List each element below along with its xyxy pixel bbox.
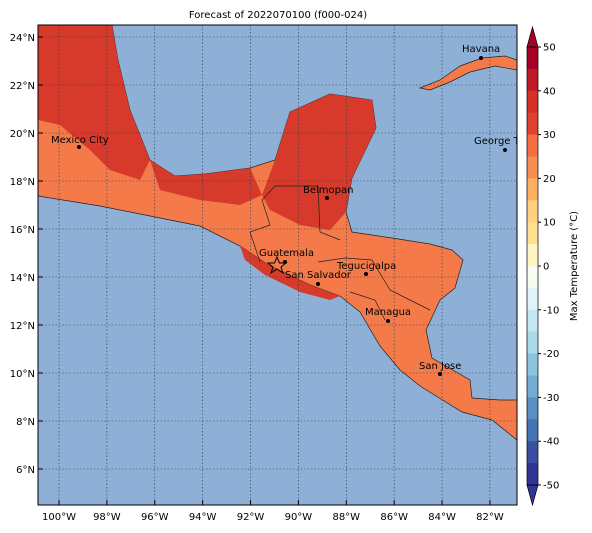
city-label: San Salvador [285, 270, 352, 281]
y-tick-label: 20°N [10, 129, 35, 140]
colorbar-tick-label: -40 [543, 437, 559, 448]
colorbar-tick-label: 10 [543, 218, 556, 229]
colorbar-band [527, 68, 538, 92]
y-tick-label: 18°N [10, 177, 35, 188]
colorbar-band [527, 244, 538, 267]
x-tick-label: 100°W [42, 512, 76, 523]
colorbar-band [527, 375, 538, 398]
colorbar-band [527, 90, 538, 114]
colorbar-tick-label: -50 [543, 481, 559, 492]
borders [249, 185, 431, 321]
colorbar-band [527, 134, 538, 157]
y-tick-label: 22°N [10, 81, 35, 92]
colorbar-tick-label: -20 [543, 349, 559, 360]
hot-region [38, 25, 150, 180]
y-tick-label: 6°N [16, 465, 35, 476]
x-tick-label: 96°W [141, 512, 169, 523]
colorbar-band [527, 47, 538, 70]
city-label: Guatemala [259, 248, 314, 259]
hot-region [240, 246, 340, 300]
x-tick-label: 92°W [237, 512, 265, 523]
city-label: Mexico City [51, 135, 109, 146]
colorbar-band [527, 222, 538, 245]
y-tick-label: 24°N [10, 33, 35, 44]
y-tick-label: 10°N [10, 369, 35, 380]
colorbar-band [527, 419, 538, 442]
colorbar-band [527, 156, 538, 179]
city-marker [438, 372, 442, 376]
x-tick-label: 84°W [428, 512, 456, 523]
hot-region [262, 94, 376, 230]
colorbar-label: Max Temperature (°C) [569, 211, 580, 321]
colorbar-band [527, 200, 538, 223]
colorbar-band [527, 331, 538, 355]
x-tick-label: 82°W [476, 512, 504, 523]
x-tick-label: 90°W [285, 512, 313, 523]
colorbar-band [527, 309, 538, 333]
y-tick-label: 12°N [10, 321, 35, 332]
city-label: San Jose [419, 361, 461, 372]
y-tick-label: 16°N [10, 225, 35, 236]
city-marker [364, 272, 368, 276]
y-tick-label: 14°N [10, 273, 35, 284]
city-label: Belmopan [303, 185, 353, 196]
y-tick-label: 8°N [16, 417, 35, 428]
capital-star [266, 255, 288, 275]
colorbar-tick-label: -30 [543, 393, 559, 404]
colorbar-band [527, 112, 538, 136]
city-marker [325, 196, 329, 200]
hot-region [150, 160, 262, 205]
x-tick-label: 98°W [93, 512, 121, 523]
x-tick-label: 94°W [189, 512, 217, 523]
colorbar-extend-top [526, 25, 539, 48]
colorbar-band [527, 178, 538, 201]
x-tick-label: 88°W [332, 512, 360, 523]
city-label: Havana [462, 44, 500, 55]
map-frame [37, 24, 518, 506]
colorbar-band [527, 287, 538, 311]
colorbar-tick-label: 50 [543, 43, 556, 54]
city-marker [316, 282, 320, 286]
city-marker [386, 319, 390, 323]
colorbar-extend-bottom [526, 484, 539, 507]
colorbar-tick-label: 40 [543, 86, 556, 97]
colorbar-tick-label: -10 [543, 305, 559, 316]
colorbar-tick-label: 20 [543, 174, 556, 185]
colorbar-band [527, 441, 538, 464]
colorbar-band [527, 463, 538, 486]
title: Forecast of 2022070100 (f000-024) [189, 10, 367, 21]
city-marker [479, 56, 483, 60]
colorbar-band [527, 397, 538, 420]
x-tick-label: 86°W [380, 512, 408, 523]
colorbar-tick-label: 0 [543, 262, 549, 273]
colorbar-band [527, 353, 538, 376]
city-marker [503, 148, 507, 152]
city-label: George Town [474, 136, 539, 147]
cuba [418, 55, 517, 91]
colorbar-tick-label: 30 [543, 130, 556, 141]
colorbar-band [527, 266, 538, 289]
city-label: Managua [365, 307, 411, 318]
city-marker [77, 145, 81, 149]
city-label: Tegucigalpa [336, 261, 396, 272]
